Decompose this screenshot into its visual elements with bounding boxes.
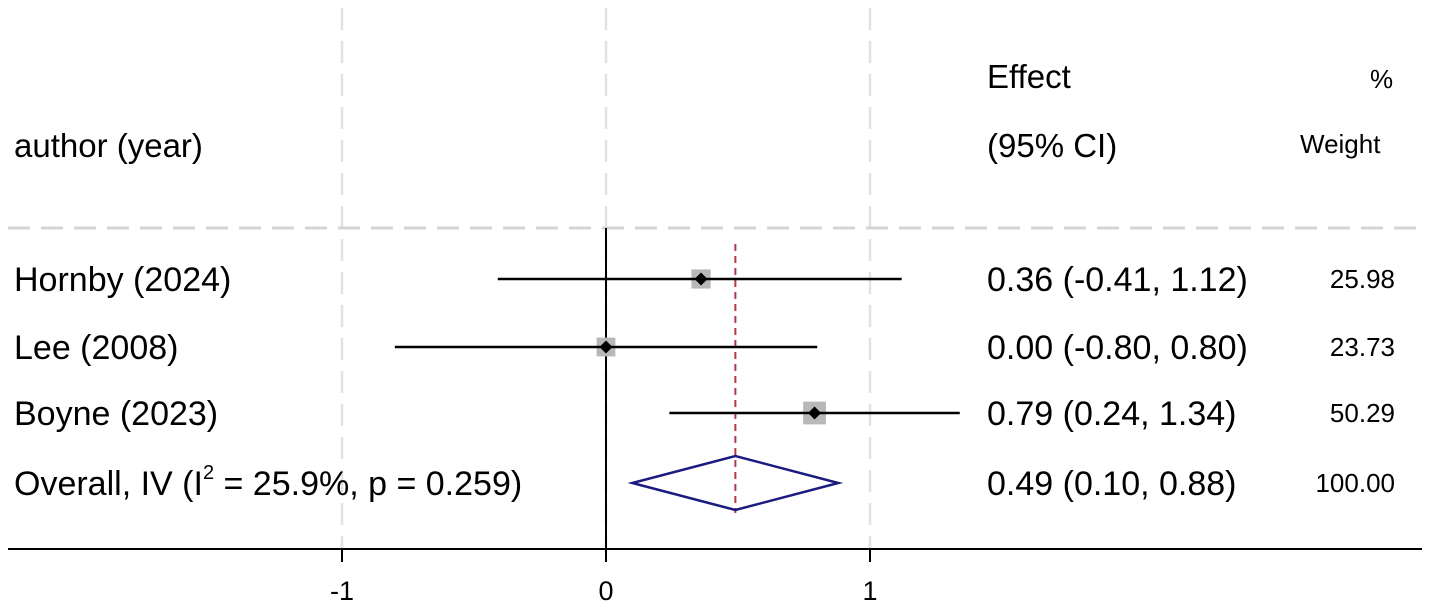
- overall-label-prefix: Overall, IV (I: [14, 465, 203, 503]
- effect-column-header-line1: Effect: [987, 58, 1071, 95]
- study-markers: [394, 228, 960, 549]
- study-effect-ci: 0.79 (0.24, 1.34): [987, 395, 1237, 433]
- effect-column-header-line2: (95% CI): [987, 127, 1118, 164]
- overall-effect-ci: 0.49 (0.10, 0.88): [987, 465, 1237, 503]
- overall-diamond: [627, 454, 844, 512]
- study-weight: 50.29: [1329, 398, 1395, 428]
- x-tick-label: -1: [329, 576, 355, 606]
- study-weight: 23.73: [1329, 332, 1395, 362]
- study-label: Hornby (2024): [14, 261, 232, 299]
- study-label: Boyne (2023): [14, 395, 219, 433]
- x-tick-label: 1: [862, 576, 878, 606]
- overall-label-superscript: 2: [202, 462, 215, 484]
- study-weight: 25.98: [1329, 264, 1395, 294]
- study-effect-ci: 0.36 (-0.41, 1.12): [987, 261, 1248, 299]
- x-tick-label: 0: [598, 576, 614, 606]
- study-effect-ci: 0.00 (-0.80, 0.80): [987, 329, 1248, 367]
- point-estimate-marker: [599, 340, 613, 354]
- point-estimate-marker: [808, 406, 822, 420]
- study-label: Lee (2008): [14, 329, 179, 367]
- x-axis: [8, 548, 1422, 562]
- study-column-header: author (year): [14, 127, 203, 164]
- overall-weight: 100.00: [1315, 468, 1395, 498]
- overall-label: Overall, IV (I2 = 25.9%, p = 0.259): [14, 463, 523, 503]
- overall-label-suffix: = 25.9%, p = 0.259): [214, 465, 523, 503]
- weight-column-header-line1: %: [1370, 64, 1394, 94]
- point-estimate-marker: [694, 272, 708, 286]
- weight-column-header-line2: Weight: [1300, 129, 1381, 159]
